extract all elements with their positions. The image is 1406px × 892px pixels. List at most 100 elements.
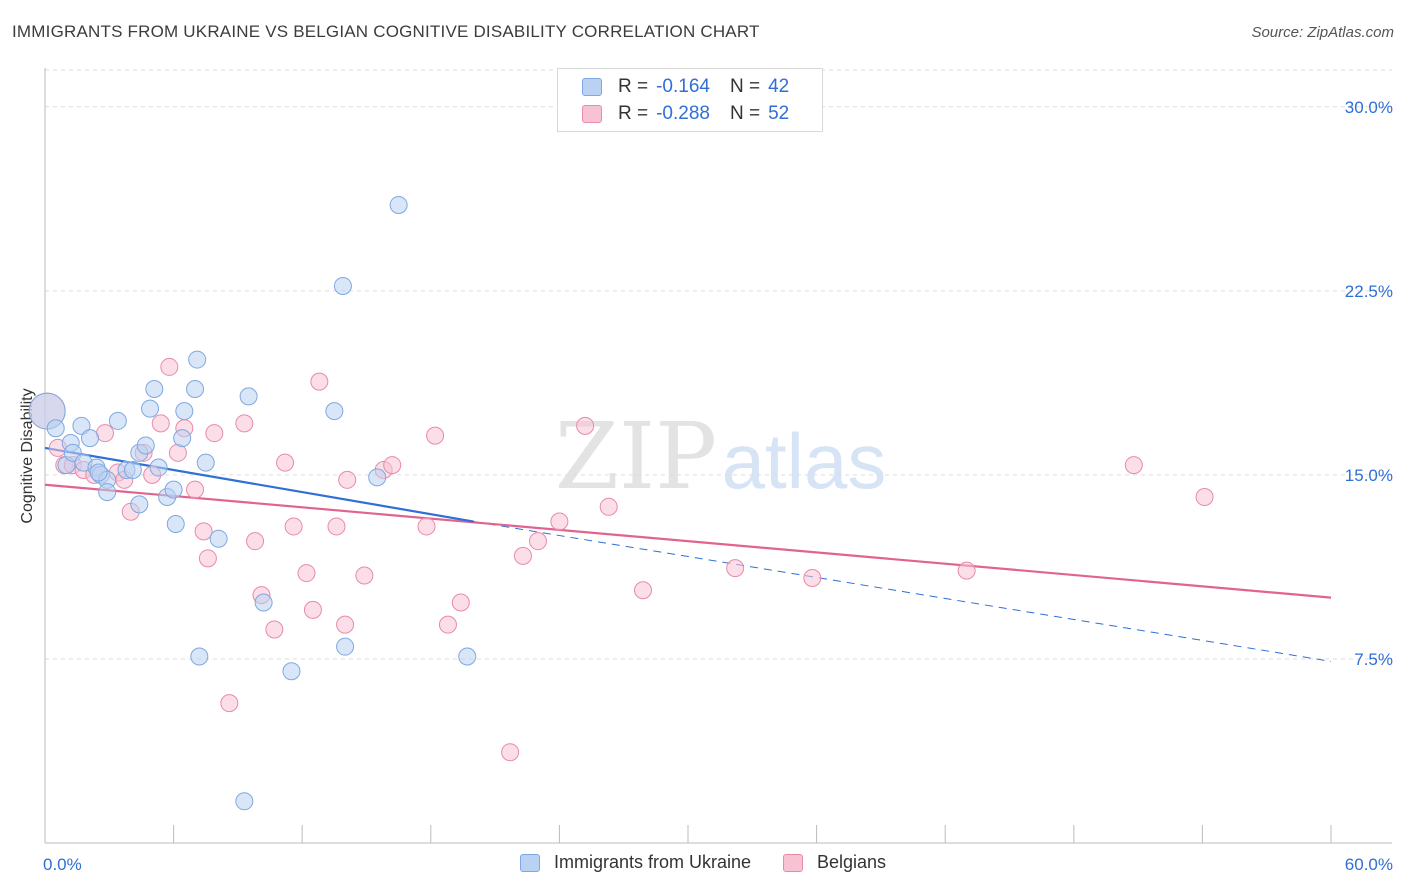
ukraine-point: [98, 483, 117, 502]
belgian-point: [383, 456, 402, 475]
belgian-point: [151, 414, 170, 433]
belgian-point: [220, 694, 239, 713]
belgian-point: [438, 615, 457, 634]
ukraine-trend-extension: [473, 521, 1332, 662]
data-points: [28, 195, 1214, 811]
belgian-point: [284, 517, 303, 536]
belgian-point: [417, 517, 436, 536]
ukraine-point: [46, 419, 65, 438]
x-tick-label: 0.0%: [43, 855, 82, 874]
belgian-point: [246, 532, 265, 551]
belgian-point: [96, 424, 115, 443]
belgian-point: [1124, 456, 1143, 475]
belgian-point: [451, 593, 470, 612]
chart-title: IMMIGRANTS FROM UKRAINE VS BELGIAN COGNI…: [12, 22, 760, 41]
ukraine-point: [325, 402, 344, 421]
series-legend: Immigrants from Ukraine Belgians: [0, 852, 1406, 873]
ukraine-point: [186, 380, 205, 399]
ukraine-point: [458, 647, 477, 666]
x-tick-label: 60.0%: [1345, 855, 1393, 874]
legend-label-belgians: Belgians: [817, 852, 887, 872]
ukraine-point: [333, 276, 352, 295]
ukraine-point: [166, 514, 185, 533]
ukraine-point: [235, 792, 254, 811]
belgian-swatch: [783, 853, 803, 872]
ukraine-point: [141, 399, 160, 418]
n-label: N =: [729, 76, 761, 97]
ukraine-point: [254, 593, 273, 612]
source-note: Source: ZipAtlas.com: [1251, 24, 1394, 41]
belgian-point: [803, 568, 822, 587]
belgian-point: [265, 620, 284, 639]
belgian-swatch: [582, 105, 602, 123]
ukraine-point: [239, 387, 258, 406]
r-value: -0.288: [656, 103, 710, 124]
watermark-atlas: atlas: [722, 417, 887, 505]
y-tick-label: 22.5%: [1345, 282, 1393, 301]
legend-item-belgians[interactable]: Belgians: [783, 852, 886, 873]
r-value: -0.164: [656, 76, 710, 97]
belgian-point: [576, 416, 595, 435]
belgian-point: [327, 517, 346, 536]
belgian-point: [194, 522, 213, 541]
ukraine-point: [282, 662, 301, 681]
belgian-point: [1195, 487, 1214, 506]
y-tick-label: 7.5%: [1354, 650, 1393, 669]
ukraine-point: [173, 429, 192, 448]
belgian-point: [599, 497, 618, 516]
belgian-point: [355, 566, 374, 585]
ukraine-point: [175, 402, 194, 421]
belgian-point: [633, 581, 652, 600]
ukraine-point: [72, 416, 91, 435]
belgian-point: [310, 372, 329, 391]
belgian-point: [186, 480, 205, 499]
ukraine-point: [209, 529, 228, 548]
belgian-point: [426, 426, 445, 445]
belgian-point: [338, 470, 357, 489]
belgian-point: [303, 600, 322, 619]
grid-lines: [45, 69, 1392, 660]
belgian-point: [198, 549, 217, 568]
ukraine-point: [149, 458, 168, 477]
stats-legend: R = -0.164 N = 42 R = -0.288 N = 52: [557, 68, 823, 132]
ukraine-point: [190, 647, 209, 666]
belgian-point: [297, 564, 316, 583]
ukraine-point: [108, 411, 127, 430]
n-value: 52: [768, 103, 790, 124]
belgian-point: [726, 559, 745, 578]
belgian-point: [501, 743, 520, 762]
axes: [44, 68, 1392, 844]
legend-item-ukraine[interactable]: Immigrants from Ukraine: [519, 852, 751, 873]
belgian-point: [235, 414, 254, 433]
ukraine-swatch: [519, 853, 540, 872]
belgian-point: [550, 512, 569, 531]
ukraine-swatch: [582, 78, 602, 96]
belgian-trend-line: [44, 483, 1332, 599]
trend-lines: [44, 446, 1332, 662]
stats-row-ukraine: R = -0.164 N = 42: [582, 76, 789, 98]
ukraine-point: [145, 380, 164, 399]
ukraine-point: [130, 495, 149, 514]
ukraine-point: [368, 468, 387, 487]
ukraine-point: [123, 460, 142, 479]
belgian-point: [160, 357, 179, 376]
belgian-point: [528, 532, 547, 551]
y-tick-label: 30.0%: [1345, 98, 1393, 117]
stats-row-belgian: R = -0.288 N = 52: [582, 103, 789, 125]
n-value: 42: [768, 76, 790, 97]
tick-labels: 7.5% 15.0% 22.5% 30.0% 0.0% 60.0%: [43, 98, 1393, 874]
r-label: R =: [618, 103, 649, 124]
ukraine-point: [389, 195, 408, 214]
r-label: R =: [618, 76, 649, 97]
n-label: N =: [729, 103, 761, 124]
watermark: ZIP atlas: [555, 403, 886, 510]
belgian-point: [336, 615, 355, 634]
legend-label-ukraine: Immigrants from Ukraine: [553, 852, 751, 872]
ukraine-point: [188, 350, 207, 369]
ukraine-point: [136, 436, 155, 455]
ukraine-point: [89, 463, 108, 482]
ukraine-point: [336, 637, 355, 656]
ukraine-point: [81, 429, 100, 448]
belgian-point: [957, 561, 976, 580]
